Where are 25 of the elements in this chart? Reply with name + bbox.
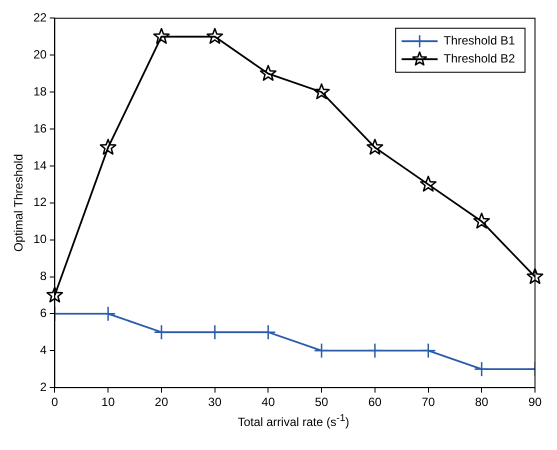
x-tick-label: 90	[528, 395, 542, 410]
x-tick-label: 40	[262, 395, 276, 410]
y-tick-label: 12	[33, 195, 48, 210]
y-tick-label: 6	[40, 306, 48, 320]
x-tick-label: 0	[51, 395, 58, 410]
y-tick-label: 10	[33, 232, 48, 246]
y-tick-label: 20	[33, 47, 48, 62]
y-tick-label: 22	[33, 10, 48, 25]
x-tick-label: 30	[208, 395, 222, 410]
y-tick-label: 4	[40, 342, 48, 357]
y-tick-label: 18	[33, 84, 48, 98]
y-axis-title: Optimal Threshold	[12, 154, 26, 252]
y-tick-label: 16	[33, 121, 48, 136]
x-tick-label: 10	[101, 395, 116, 410]
x-tick-label: 70	[422, 395, 436, 410]
x-tick-label: 80	[474, 395, 489, 410]
x-tick-label: 50	[314, 395, 329, 410]
x-axis-title: Total arrival rate (s$^{-1}$)	[236, 413, 350, 429]
y-tick-label: 8	[40, 269, 48, 284]
x-tick-label: 20	[154, 395, 168, 410]
y-tick-label: 2	[40, 380, 48, 394]
legend-label: Threshold B1	[444, 34, 516, 48]
y-tick-label: 14	[33, 158, 48, 172]
legend-label: Threshold B2	[444, 52, 516, 66]
x-tick-label: 60	[368, 395, 382, 410]
